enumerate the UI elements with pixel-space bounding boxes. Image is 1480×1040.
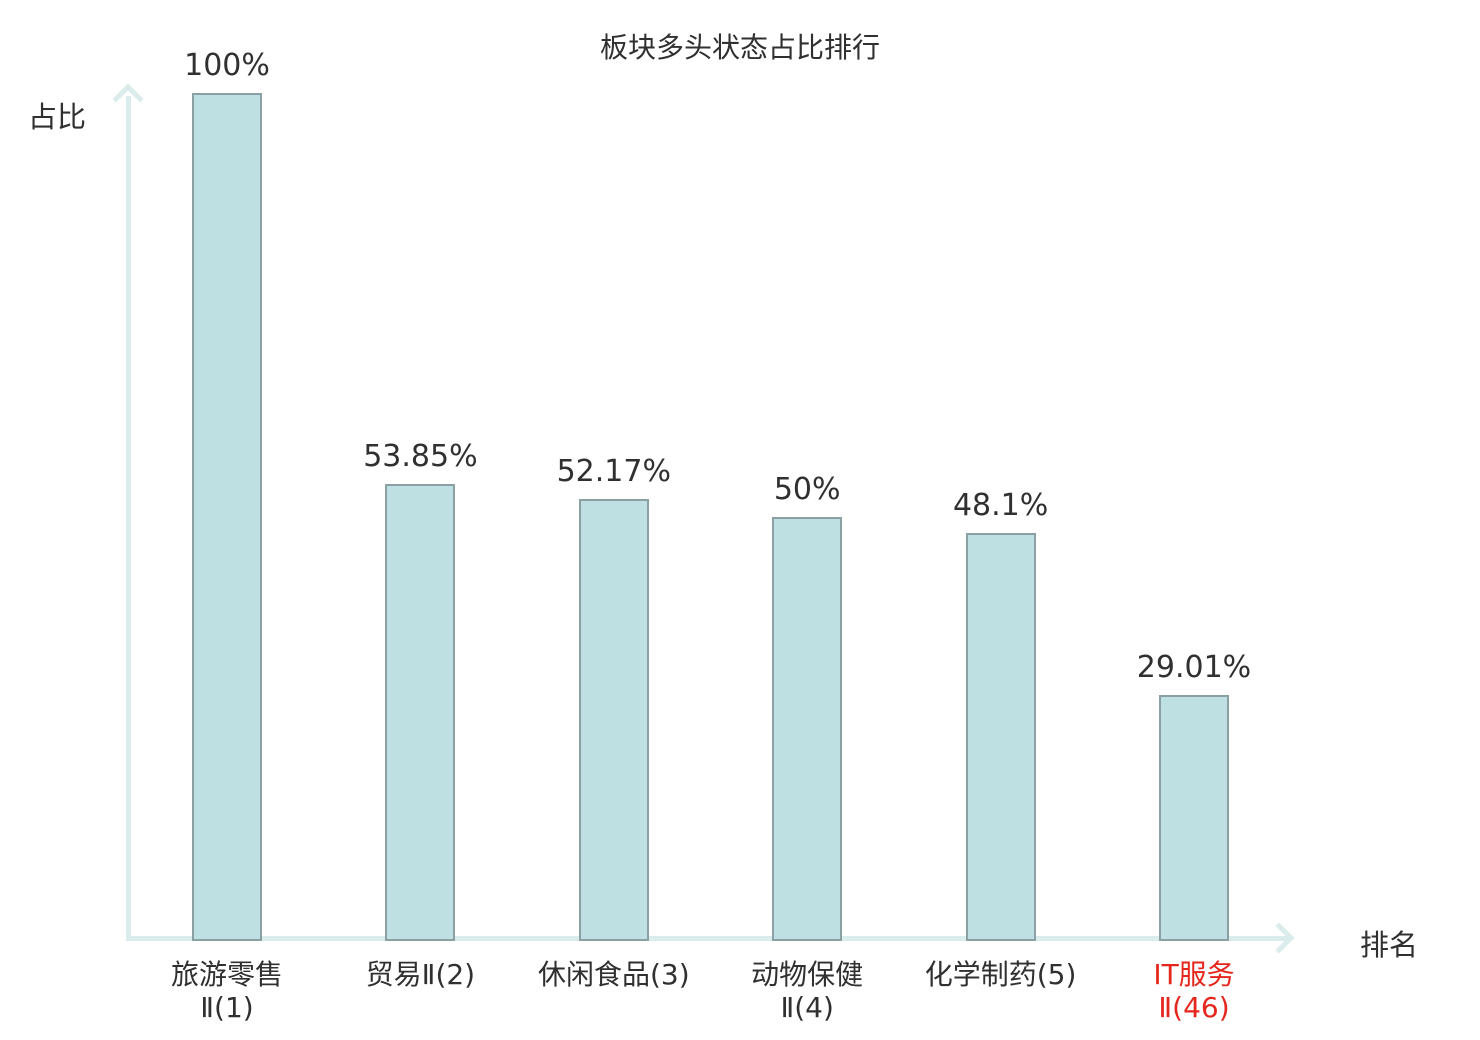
category-label: 动物保健 Ⅱ(4) — [697, 958, 917, 1024]
category-label-line: Ⅱ(46) — [1158, 991, 1230, 1024]
bar — [772, 517, 843, 941]
category-label-line: IT服务 — [1153, 958, 1235, 991]
bar — [385, 484, 456, 941]
y-axis-line — [126, 96, 131, 941]
category-label-line: 动物保健 — [751, 958, 864, 991]
category-label-line: Ⅱ(4) — [780, 991, 834, 1024]
bar — [1159, 695, 1229, 941]
bar-value-label: 52.17% — [556, 454, 671, 489]
bar-value-label: 50% — [773, 472, 841, 507]
category-label: 贸易Ⅱ(2) — [310, 958, 530, 991]
x-axis-line — [126, 936, 1288, 941]
category-label: 休闲食品(3) — [504, 958, 724, 991]
bar — [578, 499, 649, 941]
category-label-line: 休闲食品(3) — [537, 958, 690, 991]
bar — [192, 93, 262, 941]
x-axis-label: 排名 — [1360, 928, 1419, 962]
category-label-line: Ⅱ(1) — [200, 991, 254, 1024]
bar — [965, 533, 1036, 941]
category-label-line: 贸易Ⅱ(2) — [365, 958, 476, 991]
bar-value-label: 29.01% — [1136, 650, 1252, 685]
bar-value-label: 53.85% — [363, 439, 478, 474]
y-axis-label: 占比 — [28, 100, 87, 134]
category-label: IT服务 Ⅱ(46) — [1084, 958, 1304, 1024]
chart-title: 板块多头状态占比排行 — [599, 31, 880, 64]
category-label-line: 旅游零售 — [170, 958, 283, 991]
category-label: 化学制药(5) — [891, 958, 1111, 991]
category-label-line: 化学制药(5) — [924, 958, 1077, 991]
category-label: 旅游零售 Ⅱ(1) — [117, 958, 337, 1024]
bar-value-label: 48.1% — [952, 488, 1049, 523]
bar-value-label: 100% — [184, 48, 270, 83]
